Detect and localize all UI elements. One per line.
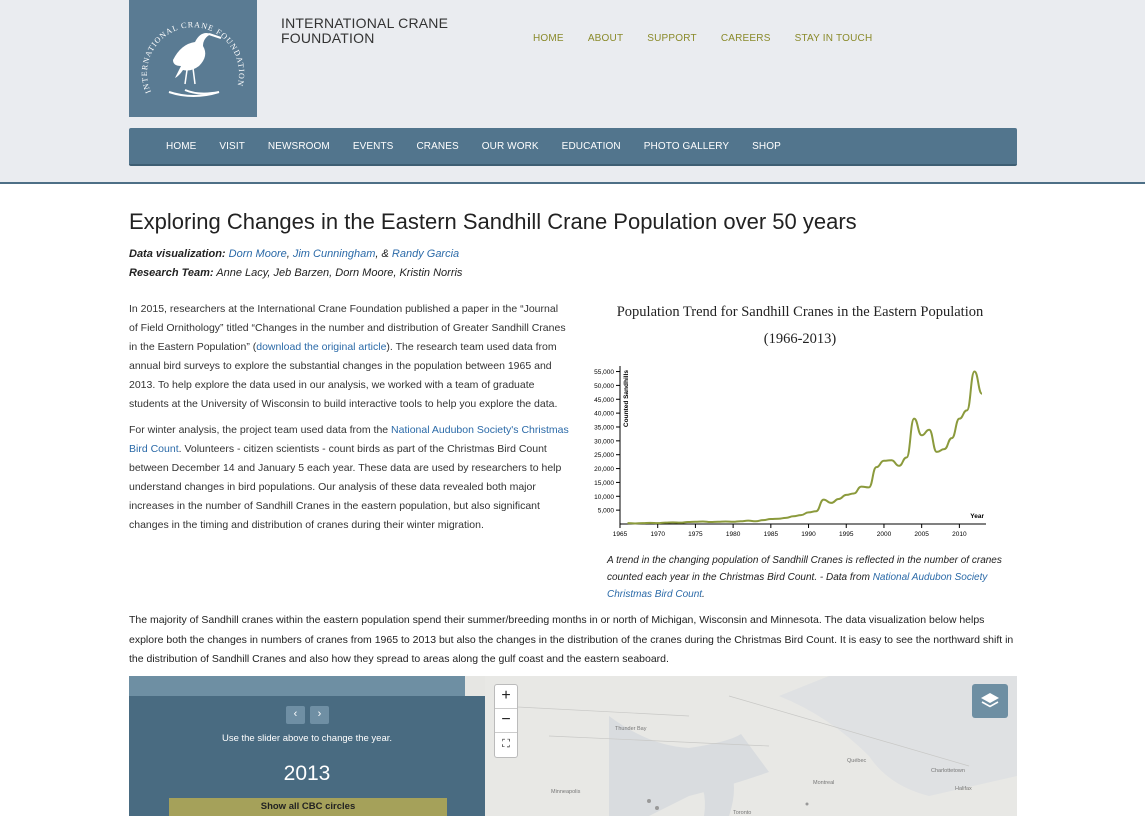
map-basemap (485, 676, 1017, 816)
y-axis-title: Counted Sandhills (623, 370, 630, 427)
y-tick-label: 10,000 (594, 494, 614, 501)
chart-subtitle: (1966-2013) (763, 331, 837, 347)
layers-icon (981, 693, 999, 708)
y-tick-label: 20,000 (594, 466, 614, 473)
credit-separator: , & (375, 248, 392, 260)
y-tick-label: 5,000 (598, 508, 615, 515)
chart-title: Population Trend for Sandhill Cranes in … (616, 304, 984, 320)
x-tick-label: 1975 (688, 531, 703, 538)
layers-button[interactable] (972, 684, 1008, 718)
x-tick-label: 1980 (726, 531, 741, 538)
audubon-cbc-link[interactable]: National Audubon Society's Christmas Bir… (129, 424, 569, 455)
y-tick-label: 40,000 (594, 411, 614, 418)
top-nav: HOME ABOUT SUPPORT CAREERS STAY IN TOUCH (533, 33, 896, 44)
y-tick-label: 55,000 (594, 369, 614, 376)
caption-audubon-link[interactable]: National Audubon Society Christmas Bird … (607, 572, 988, 600)
top-nav-support[interactable]: SUPPORT (647, 33, 697, 44)
p2-text-a: For winter analysis, the project team us… (129, 424, 392, 436)
slider-hint: Use the slider above to change the year. (221, 733, 393, 744)
main-nav-home[interactable]: HOME (166, 140, 197, 152)
main-nav-shop[interactable]: SHOP (752, 140, 781, 152)
main-nav-cranes[interactable]: CRANES (416, 140, 459, 152)
distribution-paragraph: The majority of Sandhill cranes within t… (129, 614, 1014, 665)
caption-text-b: . (702, 589, 705, 600)
zoom-control: + − ⛶ (494, 684, 518, 758)
map-label-thunder-bay: Thunder Bay (615, 726, 647, 732)
main-nav-photo-gallery[interactable]: PHOTO GALLERY (643, 140, 730, 152)
org-name-line1: INTERNATIONAL CRANE (281, 15, 449, 31)
p2-text-b: . Volunteers - citizen scientists - coun… (129, 443, 562, 531)
map-label-montreal: Montreal (813, 780, 835, 786)
org-name-line2: FOUNDATION (281, 30, 375, 46)
download-article-link[interactable]: download the original article (256, 341, 387, 353)
caption-text-a: A trend in the changing population of Sa… (607, 555, 1002, 583)
org-name[interactable]: INTERNATIONAL CRANE FOUNDATION (281, 16, 448, 46)
dataviz-label: Data visualization: (129, 248, 226, 260)
y-tick-label: 25,000 (594, 452, 614, 459)
dataviz-credit: Data visualization: Dorn Moore, Jim Cunn… (129, 245, 462, 264)
previous-year-button[interactable]: ‹ (286, 706, 305, 724)
main-nav-newsroom[interactable]: NEWSROOM (267, 140, 330, 152)
map-widget[interactable]: Thunder Bay Minneapolis Québec Montreal … (129, 676, 1017, 816)
p1-text-b: ). The research team used data from annu… (129, 341, 558, 410)
map-label-minneapolis: Minneapolis (551, 789, 581, 795)
credits: Data visualization: Dorn Moore, Jim Cunn… (129, 245, 462, 283)
logo[interactable]: INTERNATIONAL CRANE FOUNDATION (129, 0, 257, 117)
main-nav-education[interactable]: EDUCATION (561, 140, 621, 152)
y-tick-label: 15,000 (594, 480, 614, 487)
top-nav-about[interactable]: ABOUT (587, 33, 624, 44)
map-label-charlottetown: Charlottetown (931, 768, 965, 774)
x-tick-label: 2005 (914, 531, 929, 538)
chart-caption: A trend in the changing population of Sa… (607, 552, 1002, 603)
x-axis-title: Year (970, 513, 984, 520)
zoom-out-button[interactable]: − (495, 709, 517, 733)
chart-plot: 5,000 10,000 15,000 20,000 25,000 30,000 35,00… (594, 366, 986, 538)
top-nav-careers[interactable]: CAREERS (720, 33, 771, 44)
intro-paragraph-2: For winter analysis, the project team us… (129, 421, 569, 535)
x-tick-label: 1990 (801, 531, 816, 538)
map-label-toronto: Toronto (733, 810, 752, 816)
population-chart: Population Trend for Sandhill Cranes in … (582, 298, 1012, 538)
map-label-quebec: Québec (847, 758, 867, 764)
site-header: INTERNATIONAL CRANE FOUNDATION INTERNATI… (0, 0, 1145, 184)
crane-logo-icon: INTERNATIONAL CRANE FOUNDATION (140, 20, 245, 97)
show-cbc-circles-button[interactable]: Show all CBC circles (169, 798, 447, 816)
selected-year: 2013 (283, 762, 331, 785)
next-year-button[interactable]: › (310, 706, 329, 724)
page-title: Exploring Changes in the Eastern Sandhil… (129, 209, 857, 234)
author-link-dorn-moore[interactable]: Dorn Moore (228, 248, 287, 260)
x-tick-label: 1970 (650, 531, 665, 538)
x-tick-label: 1995 (839, 531, 854, 538)
intro-paragraph-1: In 2015, researchers at the Internationa… (129, 300, 569, 414)
author-link-jim-cunningham[interactable]: Jim Cunningham (292, 248, 376, 260)
main-nav-our-work[interactable]: OUR WORK (481, 140, 539, 152)
team-names: Anne Lacy, Jeb Barzen, Dorn Moore, Krist… (216, 267, 463, 279)
top-nav-home[interactable]: HOME (533, 33, 564, 44)
top-nav-stay-in-touch[interactable]: STAY IN TOUCH (794, 33, 873, 44)
x-tick-label: 2000 (877, 531, 892, 538)
author-link-randy-garcia[interactable]: Randy Garcia (391, 248, 460, 260)
y-tick-label: 45,000 (594, 397, 614, 404)
x-tick-label: 1965 (613, 531, 628, 538)
x-tick-label: 1985 (764, 531, 779, 538)
y-tick-label: 35,000 (594, 424, 614, 431)
zoom-in-button[interactable]: + (495, 685, 517, 709)
control-panel (129, 696, 485, 816)
fullscreen-button[interactable]: ⛶ (502, 738, 510, 750)
y-tick-label: 50,000 (594, 383, 614, 390)
x-tick-label: 2010 (952, 531, 967, 538)
year-slider-bar[interactable] (129, 676, 465, 696)
team-label: Research Team: (129, 267, 214, 279)
map-label-halifax: Halifax (955, 786, 972, 792)
main-nav-events[interactable]: EVENTS (352, 140, 394, 152)
intro-text: In 2015, researchers at the Internationa… (129, 300, 569, 542)
team-credit: Research Team: Anne Lacy, Jeb Barzen, Do… (129, 264, 462, 283)
population-series-line (627, 370, 983, 525)
p1-text-a: In 2015, researchers at the Internationa… (129, 303, 566, 353)
main-nav: HOME VISIT NEWSROOM EVENTS CRANES OUR WO… (129, 128, 1017, 166)
y-tick-label: 30,000 (594, 438, 614, 445)
credit-separator: , (286, 248, 293, 260)
main-nav-visit[interactable]: VISIT (219, 140, 245, 152)
